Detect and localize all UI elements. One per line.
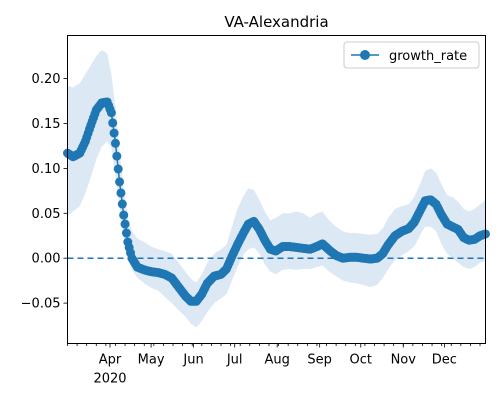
data-point bbox=[110, 138, 120, 148]
data-point bbox=[121, 228, 131, 238]
x-tick-label: Jul bbox=[226, 353, 243, 368]
y-axis-ticks: −0.05 0.00 0.05 0.10 0.15 0.20 bbox=[21, 72, 68, 312]
y-tick-label: 0.00 bbox=[32, 252, 61, 267]
x-tick-label: May bbox=[138, 353, 165, 368]
y-tick-label: 0.10 bbox=[32, 162, 61, 177]
data-point bbox=[106, 108, 116, 118]
chart-title: VA-Alexandria bbox=[224, 13, 328, 31]
x-year-label: 2020 bbox=[93, 372, 126, 387]
y-tick-label: 0.05 bbox=[32, 207, 61, 222]
y-tick-label: −0.05 bbox=[21, 297, 61, 312]
plot-frame bbox=[67, 35, 486, 344]
x-tick-label: Sep bbox=[307, 353, 332, 368]
data-point bbox=[120, 219, 130, 229]
legend-box bbox=[343, 41, 480, 69]
y-tick-label: 0.15 bbox=[32, 117, 61, 132]
x-axis-ticks: Apr May Jun Jul Aug Sep Oct Nov Dec 2020 bbox=[67, 343, 481, 387]
x-tick-label: Nov bbox=[391, 353, 417, 368]
data-point bbox=[108, 118, 118, 128]
data-point bbox=[112, 151, 122, 161]
data-point bbox=[109, 128, 119, 138]
data-point bbox=[113, 164, 123, 174]
x-tick-label: Aug bbox=[264, 353, 289, 368]
series-markers bbox=[63, 97, 490, 306]
legend-marker-swatch bbox=[360, 50, 370, 60]
data-point bbox=[115, 177, 125, 187]
data-point bbox=[117, 199, 127, 209]
data-point bbox=[116, 188, 126, 198]
x-tick-label: Dec bbox=[432, 353, 457, 368]
x-tick-label: Apr bbox=[99, 353, 122, 368]
data-point bbox=[119, 210, 129, 220]
x-tick-label: Jun bbox=[182, 353, 203, 368]
y-tick-label: 0.20 bbox=[32, 72, 61, 87]
x-tick-label: Oct bbox=[350, 353, 372, 368]
legend-label: growth_rate bbox=[389, 49, 467, 64]
legend: growth_rate bbox=[343, 41, 480, 69]
